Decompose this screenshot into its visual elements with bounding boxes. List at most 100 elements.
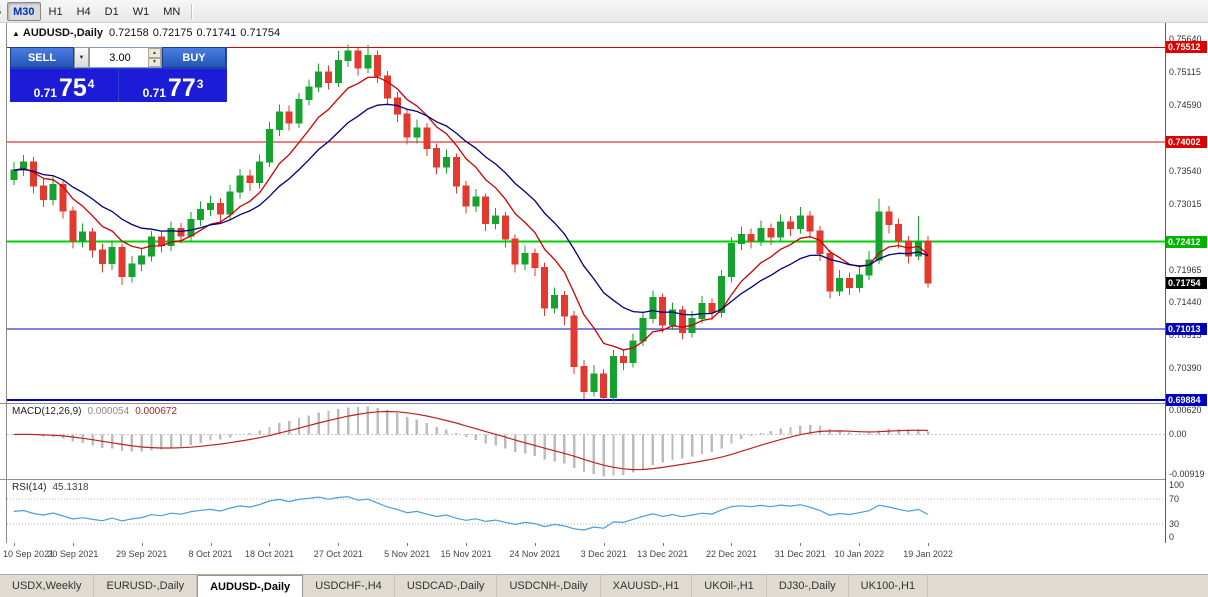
candle-down bbox=[59, 184, 67, 212]
chart-tab-usdcad[interactable]: USDCAD-,Daily bbox=[395, 575, 498, 597]
macd-bar bbox=[917, 429, 920, 435]
macd-bar bbox=[907, 429, 910, 435]
candle-down bbox=[89, 231, 97, 251]
macd-bar bbox=[553, 434, 556, 462]
date-axis-tick bbox=[800, 543, 802, 546]
rsi-axis-label: 70 bbox=[1169, 493, 1180, 504]
macd-bar bbox=[228, 434, 232, 438]
macd-bar bbox=[897, 428, 900, 435]
macd-bar bbox=[140, 434, 143, 452]
ohlc-open: 0.72158 bbox=[109, 27, 149, 39]
candle-up bbox=[187, 219, 195, 237]
volume-input[interactable] bbox=[90, 48, 150, 67]
candle-up bbox=[649, 296, 657, 320]
collapse-triangle-icon[interactable]: ▲ bbox=[12, 29, 20, 38]
pane-separator[interactable] bbox=[0, 403, 1208, 404]
chart-tab-audusd[interactable]: AUDUSD-,Daily bbox=[197, 575, 304, 597]
candle-up bbox=[727, 243, 735, 278]
candle-down bbox=[767, 227, 775, 238]
macd-main-value: 0.000054 bbox=[87, 406, 130, 417]
chart-tab-usdchf[interactable]: USDCHF-,H4 bbox=[303, 575, 395, 597]
candle-down bbox=[157, 236, 165, 246]
date-axis[interactable]: 10 Sep 2021 20 Sep 2021 29 Sep 2021 8 Oct 2… bbox=[0, 543, 1208, 574]
macd-label: MACD(12,26,9) 0.000054 0.000672 bbox=[12, 406, 177, 417]
rsi-axis-label: 100 bbox=[1169, 480, 1185, 490]
candle-up bbox=[521, 253, 529, 265]
volume-field[interactable]: ▲ ▼ bbox=[89, 47, 162, 68]
candle-down bbox=[786, 221, 794, 229]
timeframe-button-d1[interactable]: D1 bbox=[99, 2, 125, 21]
date-axis-label: 22 Dec 2021 bbox=[705, 549, 758, 559]
macd-bar bbox=[120, 434, 124, 451]
chart-tab-usdx[interactable]: USDX,Weekly bbox=[0, 575, 95, 597]
timeframe-button-w1[interactable]: W1 bbox=[127, 2, 156, 21]
timeframe-button-mn[interactable]: MN bbox=[157, 2, 186, 21]
buy-price-big: 77 bbox=[167, 74, 196, 102]
candle-up bbox=[295, 98, 303, 124]
candle-down bbox=[324, 71, 332, 84]
chart-tab-xauusd[interactable]: XAUUSD-,H1 bbox=[601, 575, 693, 597]
macd-bar bbox=[405, 416, 409, 435]
sell-button[interactable]: SELL bbox=[10, 47, 74, 68]
chart-tab-usdcnh[interactable]: USDCNH-,Daily bbox=[497, 575, 601, 597]
macd-bar bbox=[769, 430, 773, 435]
chart-tab-eurusd[interactable]: EURUSD-,Daily bbox=[94, 575, 198, 597]
buy-button[interactable]: BUY bbox=[162, 47, 226, 68]
chart-tab-ukoil[interactable]: UKOil-,H1 bbox=[692, 575, 767, 597]
main-price-canvas[interactable] bbox=[7, 23, 1165, 402]
rsi-canvas[interactable] bbox=[7, 480, 1165, 543]
macd-bar bbox=[307, 415, 311, 435]
candle-down bbox=[216, 202, 224, 215]
timeframe-button-h1[interactable]: H1 bbox=[43, 2, 69, 21]
candle-up bbox=[305, 86, 313, 100]
timeframe-button-h4[interactable]: H4 bbox=[71, 2, 97, 21]
price-axis-label: 0.71965 bbox=[1169, 264, 1202, 275]
candle-down bbox=[826, 253, 834, 292]
pane-separator[interactable] bbox=[0, 479, 1208, 480]
candle-down bbox=[177, 227, 185, 237]
buy-quote-button[interactable]: 0.71 77 3 bbox=[119, 69, 227, 102]
date-axis-tick bbox=[13, 543, 15, 546]
macd-bar bbox=[376, 407, 379, 435]
candle-up bbox=[275, 111, 283, 130]
price-axis[interactable]: 0.75640 0.75115 0.74590 0.73540 0.73015 0.719… bbox=[1166, 23, 1208, 566]
candle-down bbox=[246, 175, 254, 184]
candle-down bbox=[69, 210, 77, 242]
chart-tab-uk100[interactable]: UK100-,H1 bbox=[849, 575, 929, 597]
volume-increase-button[interactable]: ▲ bbox=[148, 48, 161, 58]
candle-down bbox=[374, 55, 382, 77]
candle-down bbox=[600, 373, 608, 399]
candle-up bbox=[256, 161, 264, 184]
macd-bar bbox=[690, 434, 694, 457]
macd-bar bbox=[582, 434, 586, 473]
sell-price-big: 75 bbox=[58, 74, 87, 102]
macd-bar bbox=[789, 427, 792, 435]
sell-quote-button[interactable]: 0.71 75 4 bbox=[10, 69, 118, 102]
timeframe-button-5[interactable]: 5 bbox=[0, 2, 5, 21]
candle-down bbox=[285, 111, 293, 124]
date-axis-tick bbox=[407, 543, 409, 546]
candle-up bbox=[364, 55, 372, 69]
date-axis-tick bbox=[859, 543, 861, 546]
candle-down bbox=[98, 249, 106, 265]
date-axis-label: 8 Oct 2021 bbox=[188, 549, 233, 559]
volume-decrease-button[interactable]: ▼ bbox=[148, 57, 161, 67]
rsi-name: RSI(14) bbox=[12, 482, 47, 493]
candle-down bbox=[383, 75, 391, 99]
macd-bar bbox=[759, 432, 763, 435]
chart-tab-dj30[interactable]: DJ30-,Daily bbox=[767, 575, 849, 597]
sell-price-pipette: 4 bbox=[87, 77, 95, 91]
candle-up bbox=[442, 157, 450, 168]
ma-line-16 bbox=[13, 103, 929, 316]
chart-window[interactable]: ▲ AUDUSD-,Daily 0.72158 0.72175 0.71741 0.717… bbox=[0, 23, 1208, 574]
macd-bar bbox=[425, 423, 428, 435]
candle-up bbox=[413, 127, 421, 138]
ohlc-close: 0.71754 bbox=[240, 27, 281, 39]
date-axis-label: 27 Oct 2021 bbox=[313, 549, 363, 559]
macd-canvas[interactable] bbox=[7, 404, 1165, 478]
order-type-dropdown[interactable]: ▼ bbox=[74, 47, 89, 68]
timeframe-button-m30[interactable]: M30 bbox=[7, 1, 41, 21]
chart-left-border bbox=[6, 23, 7, 543]
candle-down bbox=[885, 211, 893, 226]
candle-up bbox=[167, 227, 175, 246]
